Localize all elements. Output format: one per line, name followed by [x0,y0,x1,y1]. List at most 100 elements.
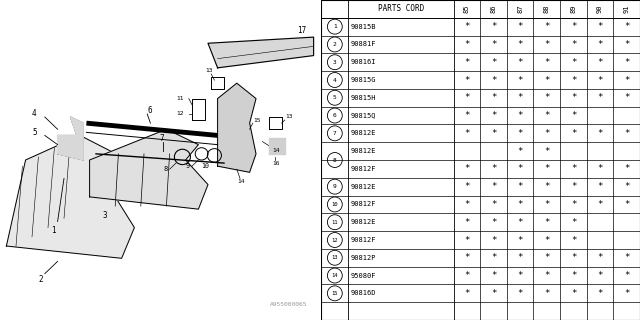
Text: *: * [518,164,523,173]
Text: *: * [597,253,603,262]
Text: 5: 5 [333,95,337,100]
Text: 90815H: 90815H [351,95,376,101]
Text: *: * [544,218,550,227]
Text: *: * [597,289,603,298]
Text: 90: 90 [597,4,603,13]
Text: 2: 2 [333,42,337,47]
Text: *: * [464,58,470,67]
Text: *: * [464,271,470,280]
Text: 7: 7 [160,134,164,143]
Text: *: * [624,200,629,209]
Text: *: * [544,40,550,49]
Text: 90812E: 90812E [351,148,376,154]
Text: 15: 15 [253,117,260,123]
Text: *: * [597,200,603,209]
Text: 90815G: 90815G [351,77,376,83]
Text: 16: 16 [272,161,280,165]
Text: 10: 10 [332,202,338,207]
Text: *: * [624,253,629,262]
Text: 13: 13 [205,68,212,73]
Text: *: * [597,40,603,49]
Text: *: * [624,289,629,298]
Text: *: * [571,93,576,102]
Text: *: * [464,236,470,244]
Text: 6: 6 [333,113,337,118]
Text: *: * [544,253,550,262]
Polygon shape [218,83,256,172]
Text: 90816I: 90816I [351,59,376,65]
Text: *: * [491,164,496,173]
Text: 85: 85 [464,4,470,13]
Text: 1: 1 [333,24,337,29]
Text: 3: 3 [102,211,107,220]
Text: *: * [571,58,576,67]
Text: *: * [597,76,603,84]
Polygon shape [58,117,83,160]
Text: 3: 3 [333,60,337,65]
Text: *: * [597,22,603,31]
Text: *: * [624,271,629,280]
Text: *: * [491,22,496,31]
Text: 91: 91 [624,4,630,13]
Text: *: * [624,40,629,49]
Text: 13: 13 [332,255,338,260]
Text: *: * [571,253,576,262]
Text: *: * [491,76,496,84]
Text: 10: 10 [202,163,210,169]
Text: 9: 9 [186,163,190,169]
Text: 90812E: 90812E [351,184,376,190]
Text: *: * [597,93,603,102]
Text: *: * [491,129,496,138]
Text: 88: 88 [544,4,550,13]
Text: *: * [624,164,629,173]
Text: 5: 5 [32,128,36,137]
Text: *: * [571,164,576,173]
Text: *: * [571,129,576,138]
Text: *: * [518,236,523,244]
Text: 14: 14 [272,148,280,153]
Text: 12: 12 [176,111,184,116]
Polygon shape [90,129,208,209]
Text: *: * [518,93,523,102]
Text: 1: 1 [51,226,56,235]
Text: *: * [518,40,523,49]
Text: *: * [544,147,550,156]
Text: *: * [464,93,470,102]
Polygon shape [6,135,134,258]
Text: 90812F: 90812F [351,237,376,243]
Text: *: * [571,289,576,298]
Text: *: * [491,182,496,191]
Text: 2: 2 [38,275,43,284]
Text: PARTS CORD: PARTS CORD [378,4,424,13]
Text: *: * [518,182,523,191]
Text: 17: 17 [298,27,307,36]
Text: *: * [571,22,576,31]
Text: 12: 12 [332,237,338,243]
Text: *: * [518,218,523,227]
Text: 8: 8 [163,166,168,172]
Text: 90815Q: 90815Q [351,113,376,118]
Text: *: * [544,22,550,31]
Text: *: * [491,93,496,102]
Text: *: * [571,76,576,84]
Text: *: * [491,58,496,67]
Text: *: * [597,164,603,173]
Text: *: * [464,40,470,49]
Text: 8: 8 [333,157,337,163]
Text: 90812F: 90812F [351,202,376,207]
Text: *: * [624,93,629,102]
Text: *: * [518,22,523,31]
Text: 14: 14 [332,273,338,278]
Text: 89: 89 [570,4,577,13]
Text: *: * [518,147,523,156]
Text: *: * [571,111,576,120]
Text: *: * [464,76,470,84]
Text: *: * [491,200,496,209]
Text: *: * [464,22,470,31]
Text: 15: 15 [332,291,338,296]
Text: 4: 4 [333,77,337,83]
Text: 7: 7 [333,131,337,136]
Text: 9: 9 [333,184,337,189]
Text: *: * [597,129,603,138]
Text: *: * [571,218,576,227]
